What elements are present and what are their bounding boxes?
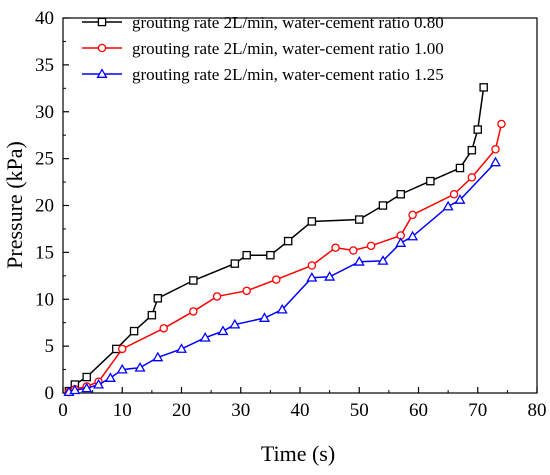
data-point [497,119,506,129]
x-tick-label: 70 [468,400,487,421]
data-point [454,194,466,204]
x-tick-label: 20 [172,400,191,421]
x-tick-label: 30 [231,400,250,421]
x-tick-label: 50 [350,400,369,421]
x-tick-label: 80 [528,400,547,421]
data-point [104,372,116,382]
y-tick-label: 10 [35,289,54,310]
data-point [349,246,358,255]
series-line [68,87,485,392]
legend-item: grouting rate 2L/min, water-cement ratio… [82,13,444,32]
data-point [212,292,222,301]
series-2 [64,119,506,397]
data-point [377,255,389,265]
x-tick-label: 60 [409,400,428,421]
data-point [479,83,488,92]
data-point [242,250,251,260]
data-point [490,156,502,167]
legend-marker [97,17,107,27]
data-point [159,324,168,333]
data-point [69,384,81,395]
data-point [153,294,163,303]
data-point [354,215,364,224]
series-lines [63,83,506,397]
legend-marker [97,43,107,53]
y-tick-label: 25 [35,149,54,170]
y-tick-label: 20 [35,196,54,217]
series-1 [64,83,488,396]
data-point [82,372,91,382]
data-point [229,318,241,329]
x-tick-label: 40 [291,400,310,421]
data-point [473,125,482,134]
data-point [307,261,317,270]
x-tick-label: 10 [113,400,132,421]
data-point [306,271,318,282]
data-point [93,378,105,389]
data-point [189,276,198,285]
data-point [426,176,435,186]
data-point [189,307,198,316]
data-point [408,210,417,220]
data-point [266,250,275,260]
data-point [147,310,157,320]
y-tick-label: 35 [35,55,54,76]
data-point [129,326,139,336]
legend-item: grouting rate 2L/min, water-cement ratio… [82,65,444,84]
data-point [331,243,340,252]
y-tick-label: 5 [45,336,55,357]
y-axis: 0 5 10 15 20 25 30 35 40 [35,8,69,404]
y-tick-label: 0 [45,383,55,404]
data-point [258,312,270,322]
data-point [217,325,229,336]
y-tick-label: 40 [35,8,54,29]
series-line [68,123,503,393]
data-point [81,382,93,393]
data-point [395,237,407,247]
legend-item: grouting rate 2L/min, water-cement ratio… [82,39,444,58]
legend-marker [96,68,108,78]
y-tick-label: 30 [35,102,54,123]
data-point [152,351,164,362]
data-point [134,361,146,372]
data-point [307,217,317,226]
legend-label: grouting rate 2L/min, water-cement ratio… [132,65,444,84]
x-tick-label: 0 [58,400,68,421]
data-point [175,343,188,353]
data-point [467,173,477,182]
data-point [455,163,465,173]
data-point [230,259,240,268]
data-point [199,331,211,342]
data-point [407,230,419,241]
y-tick-label: 15 [35,242,54,263]
data-point [449,189,459,199]
data-point [378,201,388,210]
data-point [366,241,376,251]
x-axis: 0 10 20 30 40 50 60 70 80 [58,387,547,421]
data-point [242,286,251,296]
data-point [442,200,454,211]
data-point [118,344,127,354]
legend-label: grouting rate 2L/min, water-cement ratio… [132,39,444,58]
data-point [467,145,477,155]
data-point [396,189,405,199]
data-point [283,236,293,246]
data-point [353,256,365,266]
data-point [491,144,500,154]
series-3 [63,156,502,397]
data-point [276,303,288,314]
y-axis-title: Pressure (kPa) [2,141,27,269]
x-axis-title: Time (s) [261,441,335,466]
data-point [324,271,336,281]
legend-label: grouting rate 2L/min, water-cement ratio… [132,13,444,32]
data-point [272,275,281,284]
data-point [116,363,128,374]
legend: grouting rate 2L/min, water-cement ratio… [82,13,444,84]
